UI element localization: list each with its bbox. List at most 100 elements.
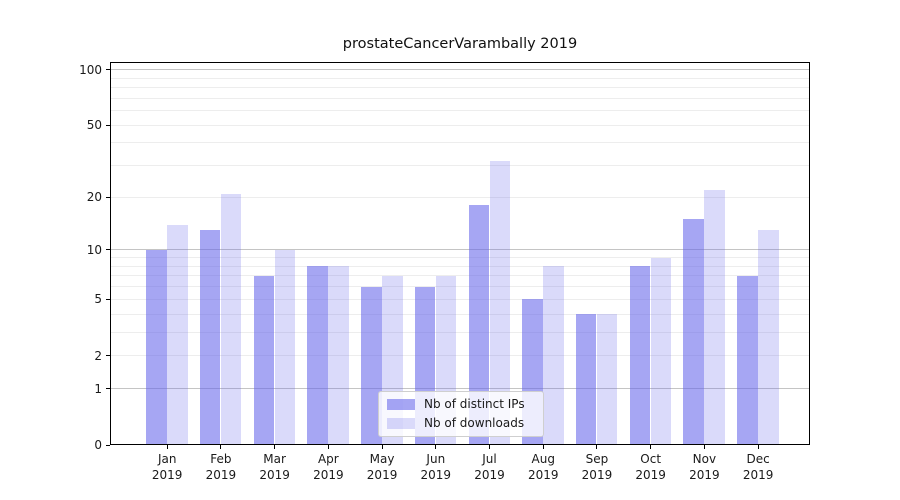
gridline-major [110,249,810,251]
y-tick [106,388,110,390]
legend-item-distinct-ips: Nb of distinct IPs [387,396,535,413]
legend-label-downloads: Nb of downloads [424,416,525,430]
x-tick-year: 2019 [259,467,290,482]
x-tick-year: 2019 [313,467,344,482]
y-tick-label: 2 [94,348,102,363]
axis-spine-top [110,62,810,63]
x-tick-label: Mar 2019 [243,452,307,483]
y-tick [106,69,110,71]
legend-label-distinct-ips: Nb of distinct IPs [424,397,525,411]
y-tick-label: 1 [94,381,102,396]
y-tick [106,298,110,300]
bar-downloads-jan [167,224,188,445]
y-tick-label: 5 [94,292,102,307]
gridline-minor [110,275,810,277]
x-tick-year: 2019 [742,467,774,482]
bar-downloads-apr [328,266,349,445]
y-tick-label: 10 [86,242,102,257]
bar-distinct-ips-feb [199,230,221,445]
y-tick-label: 50 [86,118,102,133]
bar-downloads-nov [704,189,725,445]
x-tick [703,445,705,449]
x-tick-year: 2019 [689,467,720,482]
x-tick [166,445,168,449]
x-tick-year: 2019 [420,467,452,482]
x-tick-month: Oct [640,452,662,466]
x-tick [274,445,276,449]
bar-distinct-ips-sep [575,314,597,445]
gridline-minor [110,331,810,333]
gridline-minor [110,142,810,144]
x-tick-month: Sep [585,452,609,466]
y-tick-label: 20 [86,190,102,205]
x-tick-label: Jul 2019 [458,452,522,483]
gridline-major [110,69,810,71]
x-tick-year: 2019 [205,467,237,482]
x-tick [757,445,759,449]
axis-spine-left [110,62,111,445]
x-tick-month: Nov [692,452,717,466]
legend: Nb of distinct IPs Nb of downloads [378,391,544,437]
y-tick-label: 0 [94,438,102,452]
x-tick-year: 2019 [474,467,505,482]
gridline-minor [110,286,810,288]
plot-area [110,62,810,445]
x-tick [489,445,491,449]
legend-item-downloads: Nb of downloads [387,415,535,432]
x-tick-month: May [369,452,395,466]
bar-downloads-mar [274,249,296,445]
gridline-minor [110,355,810,357]
bar-distinct-ips-dec [737,275,758,445]
x-tick-month: Dec [746,452,770,466]
x-tick [220,445,222,449]
x-tick-year: 2019 [366,467,398,482]
x-tick-month: Jun [426,452,446,466]
legend-swatch-distinct-ips-icon [387,399,415,410]
x-tick-month: Aug [531,452,555,466]
bar-downloads-jul [489,160,511,445]
x-tick-month: Apr [317,452,339,466]
x-tick-year: 2019 [581,467,613,482]
bar-distinct-ips-mar [253,275,275,445]
x-tick-month: Jan [157,452,177,466]
gridline-minor [110,87,810,89]
gridline-minor [110,257,810,259]
gridline-minor [110,110,810,112]
x-tick [650,445,652,449]
x-tick-label: Sep 2019 [565,452,629,483]
y-tick [106,196,110,198]
x-tick-label: Apr 2019 [296,452,360,483]
legend-swatch-downloads-icon [387,418,415,429]
x-tick [381,445,383,449]
x-tick-label: Aug 2019 [511,452,575,483]
x-tick-label: Feb 2019 [189,452,253,483]
gridline-minor [110,313,810,315]
x-tick-label: Dec 2019 [726,452,790,483]
x-tick-year: 2019 [151,467,183,482]
chart-title: prostateCancerVarambally 2019 [342,36,578,52]
x-tick [596,445,598,449]
bar-distinct-ips-jul [468,205,490,445]
y-tick-label: 100 [79,62,102,77]
gridline-minor [110,298,810,300]
y-tick [106,355,110,357]
x-tick-month: Mar [263,452,286,466]
gridline-minor [110,265,810,267]
gridline-minor [110,124,810,126]
gridline-minor [110,196,810,198]
bar-distinct-ips-may [361,286,382,445]
bar-downloads-aug [543,266,564,445]
x-tick-label: Oct 2019 [619,452,683,483]
bar-distinct-ips-jan [146,249,167,445]
x-tick-label: Jun 2019 [404,452,468,483]
y-tick [106,249,110,251]
x-tick-month: Feb [210,452,232,466]
bar-distinct-ips-oct [629,266,651,445]
x-tick-label: Jan 2019 [135,452,199,483]
y-tick [106,124,110,126]
gridline-major [110,388,810,390]
gridline-minor [110,97,810,99]
bar-downloads-dec [758,230,779,445]
bar-distinct-ips-nov [683,219,704,445]
